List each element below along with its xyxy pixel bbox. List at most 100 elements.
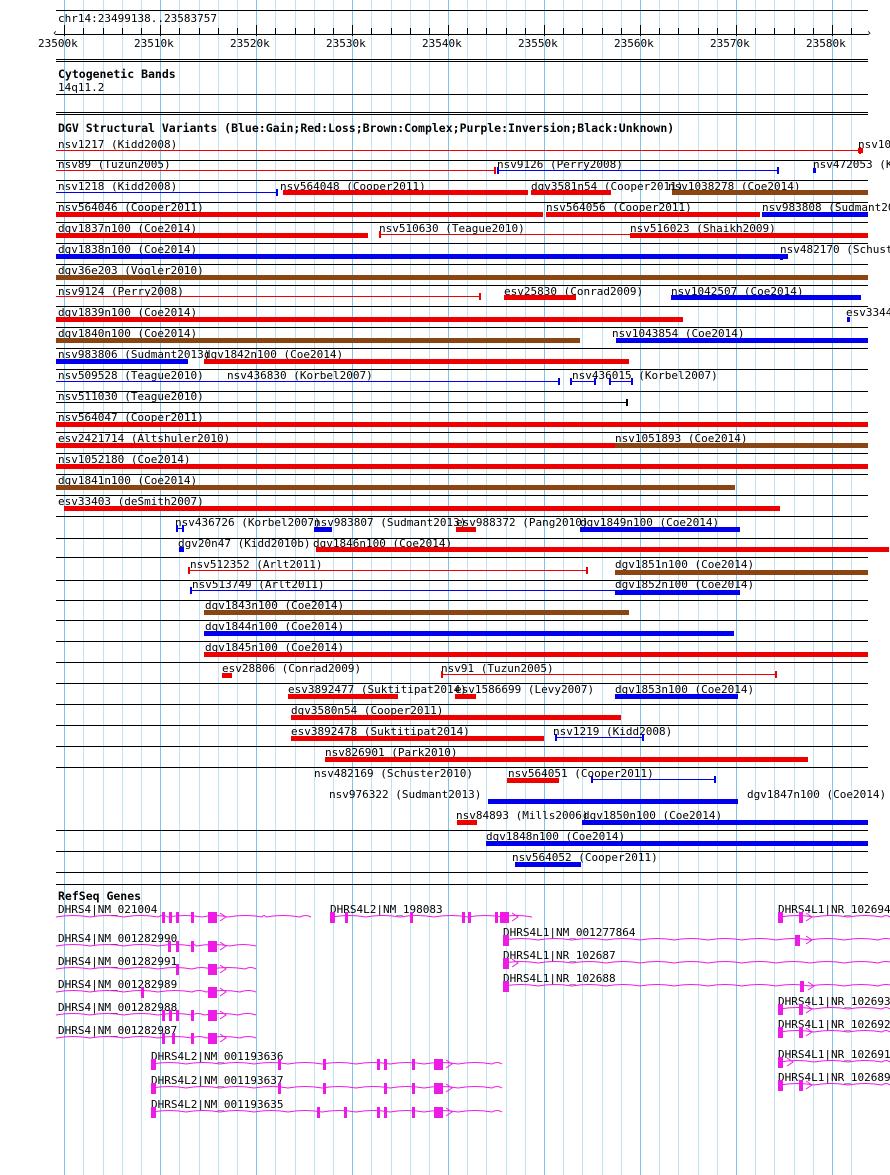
exon[interactable] (377, 1107, 380, 1118)
variant-bar[interactable] (515, 862, 581, 867)
variant-label[interactable]: esv28806 (Conrad2009) (222, 662, 362, 675)
variant-bar[interactable] (56, 422, 868, 427)
variant-span-line[interactable] (555, 737, 644, 738)
variant-label[interactable]: dgv1840n100 (Coe2014) (58, 327, 198, 340)
exon[interactable] (344, 1107, 347, 1118)
variant-bar[interactable] (507, 778, 559, 783)
gene-label[interactable]: DHRS4|NM_001282987 (58, 1024, 178, 1037)
variant-bar[interactable] (813, 168, 816, 173)
variant-label[interactable]: nsv983806 (Sudmant2013) (58, 348, 211, 361)
variant-label[interactable]: nsv436015 (Korbel2007) (572, 369, 718, 382)
variant-label[interactable]: dgv1846n100 (Coe2014) (313, 537, 453, 550)
exon[interactable] (778, 1004, 783, 1015)
exon[interactable] (384, 1059, 387, 1070)
variant-span-line[interactable] (56, 192, 278, 193)
gene-label[interactable]: DHRS4L2|NM_001193635 (151, 1098, 284, 1111)
exon[interactable] (151, 1083, 156, 1094)
exon[interactable] (169, 912, 172, 923)
variant-bar[interactable] (582, 820, 868, 825)
exon[interactable] (317, 1107, 320, 1118)
cytoband-label[interactable]: 14q11.2 (58, 81, 105, 94)
variant-bar[interactable] (456, 527, 476, 532)
exon[interactable] (799, 1027, 803, 1038)
exon[interactable] (799, 1080, 803, 1091)
exon[interactable] (151, 1059, 156, 1070)
variant-bar[interactable] (204, 610, 629, 615)
exon[interactable] (503, 935, 509, 946)
variant-bar[interactable] (504, 295, 576, 300)
variant-label[interactable]: nsv1218 (Kidd2008) (58, 180, 178, 193)
variant-bar[interactable] (56, 464, 868, 469)
variant-label[interactable]: nsv510630 (Teague2010) (379, 222, 525, 235)
variant-label[interactable]: nsv512352 (Arlt2011) (190, 558, 323, 571)
exon[interactable] (162, 912, 165, 923)
exon[interactable] (795, 935, 800, 946)
exon[interactable] (141, 987, 144, 998)
exon[interactable] (323, 1083, 326, 1094)
variant-label[interactable]: nsv436726 (Korbel2007) (175, 516, 321, 529)
variant-span-line[interactable] (379, 234, 868, 235)
variant-bar[interactable] (455, 694, 476, 699)
exon[interactable] (468, 912, 471, 923)
variant-label[interactable]: dgv1844n100 (Coe2014) (205, 620, 345, 633)
gene-label[interactable]: DHRS4L2|NM_001193637 (151, 1074, 284, 1087)
gene-label[interactable]: DHRS4L1|NR_102688 (503, 972, 616, 985)
gene-label[interactable]: DHRS4L1|NR_102694 (778, 903, 890, 916)
variant-bar[interactable] (615, 443, 868, 448)
exon[interactable] (434, 1059, 443, 1070)
variant-label[interactable]: dgv1845n100 (Coe2014) (205, 641, 345, 654)
variant-label[interactable]: nsv976322 (Sudmant2013) (329, 788, 482, 801)
exon[interactable] (169, 1010, 172, 1021)
exon[interactable] (800, 981, 804, 992)
variant-label[interactable]: nsv564051 (Cooper2011) (508, 767, 654, 780)
exon[interactable] (176, 912, 179, 923)
variant-span-line[interactable] (56, 170, 496, 171)
variant-label[interactable]: dgv1853n100 (Coe2014) (615, 683, 755, 696)
variant-bar[interactable] (56, 317, 683, 322)
variant-label[interactable]: nsv482170 (Schuste (780, 243, 890, 256)
variant-label[interactable]: nsv513749 (Arlt2011) (192, 578, 325, 591)
variant-label[interactable]: dgv20n47 (Kidd2010b) (178, 537, 311, 550)
variant-label[interactable]: dgv1838n100 (Coe2014) (58, 243, 198, 256)
variant-label[interactable]: esv3892478 (Suktitipat2014) (291, 725, 470, 738)
variant-bar[interactable] (56, 254, 788, 259)
variant-bar[interactable] (762, 212, 868, 217)
exon[interactable] (412, 1083, 415, 1094)
gene-label[interactable]: DHRS4L1|NR_102693 (778, 995, 890, 1008)
variant-bar[interactable] (486, 841, 868, 846)
variant-label[interactable]: esv33403 (deSmith2007) (58, 495, 204, 508)
variant-label[interactable]: dgv1848n100 (Coe2014) (486, 830, 626, 843)
variant-bar[interactable] (204, 652, 868, 657)
variant-label[interactable]: dgv1850n100 (Coe2014) (583, 809, 723, 822)
variant-label[interactable]: nsv89 (Tuzun2005) (58, 158, 171, 171)
variant-label[interactable]: esv3344 (846, 306, 890, 319)
variant-bar[interactable] (488, 799, 738, 804)
variant-label[interactable]: nsv1051893 (Coe2014) (615, 432, 748, 445)
exon[interactable] (799, 912, 803, 923)
variant-label[interactable]: nsv472053 (K: (813, 158, 890, 171)
exon[interactable] (191, 941, 194, 952)
variant-span-line[interactable] (56, 150, 861, 151)
axis-left-arrow[interactable]: ‹ (52, 28, 59, 39)
variant-bar[interactable] (56, 338, 580, 343)
variant-bar[interactable] (616, 338, 868, 343)
variant-label[interactable]: nsv516023 (Shaikh2009) (630, 222, 776, 235)
variant-bar[interactable] (630, 233, 868, 238)
gene-label[interactable]: DHRS4L1|NR_102689 (778, 1071, 890, 1084)
exon[interactable] (168, 941, 171, 952)
exon[interactable] (176, 941, 179, 952)
exon[interactable] (410, 912, 413, 923)
variant-bar[interactable] (204, 631, 734, 636)
variant-label[interactable]: nsv983808 (Sudmant201 (762, 201, 890, 214)
variant-label[interactable]: nsv1217 (Kidd2008) (58, 138, 178, 151)
exon[interactable] (172, 1033, 175, 1044)
variant-bar[interactable] (531, 190, 611, 195)
exon[interactable] (462, 912, 465, 923)
gene-label[interactable]: DHRS4|NM_021004 (58, 903, 158, 916)
variant-bar[interactable] (325, 757, 808, 762)
variant-label[interactable]: dgv1837n100 (Coe2014) (58, 222, 198, 235)
exon[interactable] (208, 964, 217, 975)
exon[interactable] (434, 1107, 443, 1118)
variant-bar[interactable] (847, 317, 850, 322)
gene-label[interactable]: DHRS4L1|NR_102692 (778, 1018, 890, 1031)
